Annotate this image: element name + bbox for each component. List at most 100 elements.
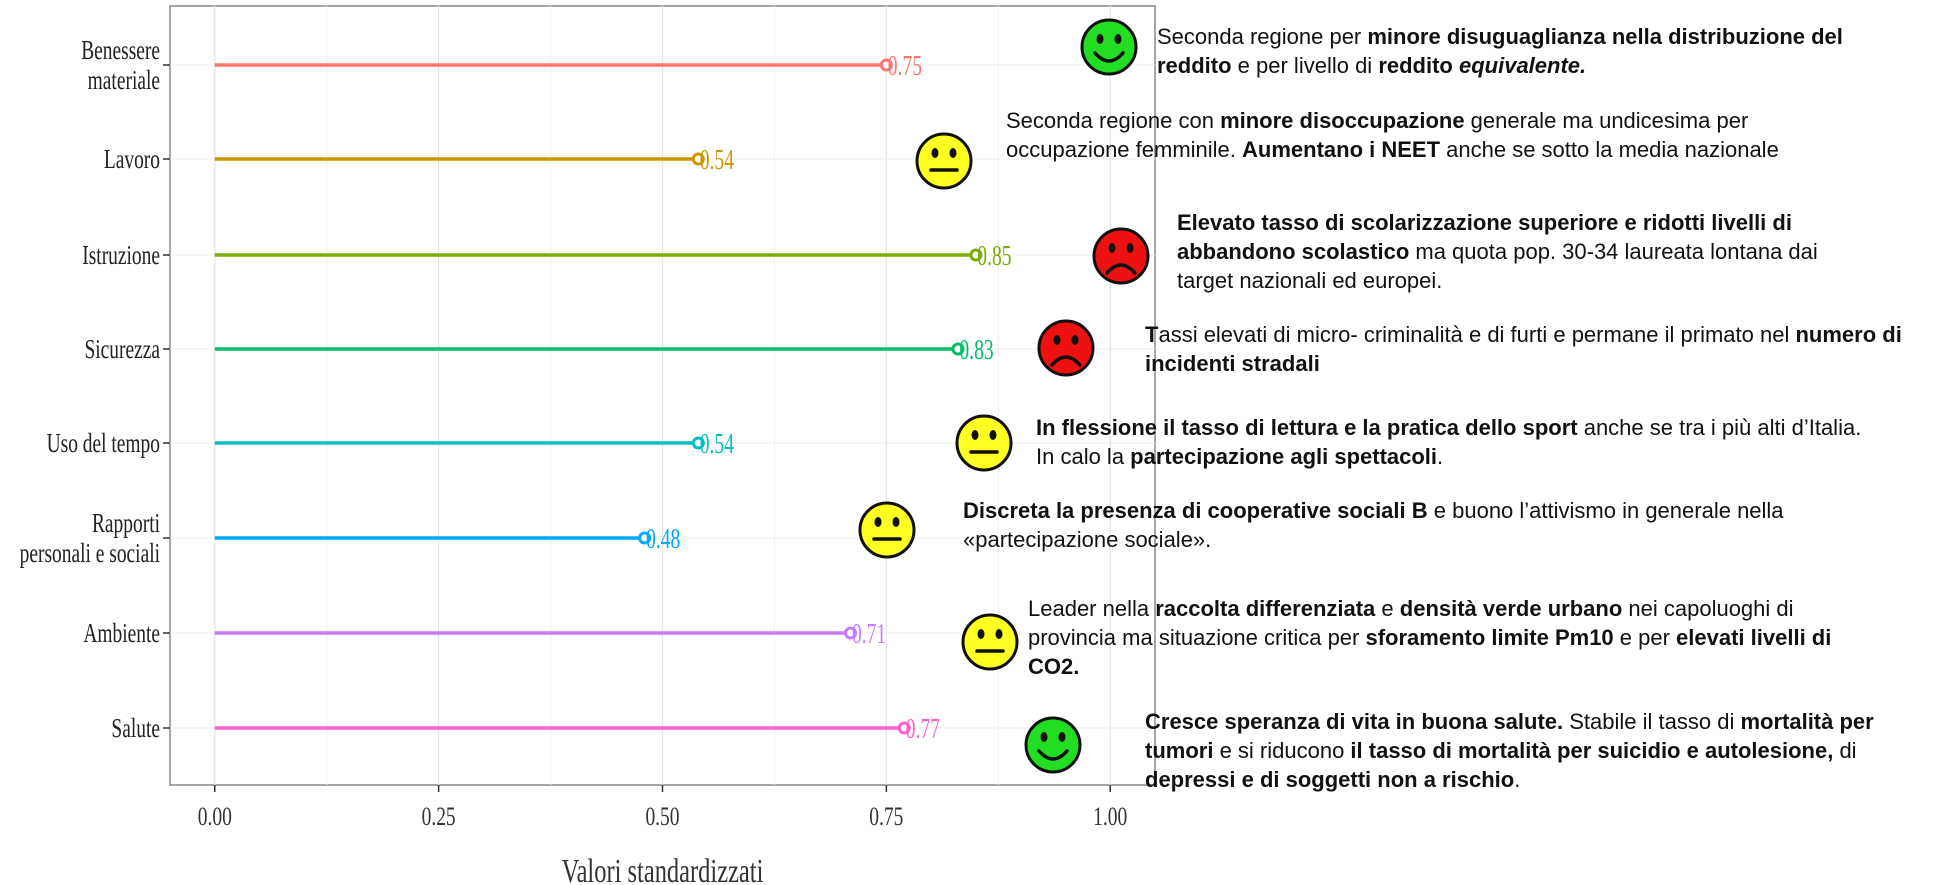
annotation-run: Leader nella: [1028, 596, 1156, 621]
smiley-eye: [989, 430, 997, 440]
x-axis-label: Valori standardizzati: [562, 853, 764, 885]
annotation-run: e: [1375, 596, 1400, 621]
annotation-run: Elevato tasso di scolarizzazione superio…: [1177, 210, 1792, 264]
annotation-run: e per livello di: [1231, 53, 1379, 78]
value-label: 0.71: [852, 619, 886, 650]
value-label: 0.48: [646, 524, 680, 555]
smiley-eye: [1058, 732, 1066, 742]
x-tick-label: 0.75: [869, 802, 903, 830]
annotation-run: raccolta differenziata: [1155, 596, 1376, 621]
value-label: 0.54: [700, 429, 734, 460]
value-label: 0.85: [977, 241, 1011, 272]
annotation: In flessione il tasso di lettura e la pr…: [1036, 413, 1866, 471]
smiley-face: [1092, 227, 1150, 285]
annotation-run: Discreta la presenza di cooperative soci…: [963, 498, 1428, 523]
annotation-run: sforamento limite Pm10: [1365, 625, 1614, 650]
smiley: [961, 613, 1019, 671]
annotation-run: minore disuguaglianza nella distribuzion…: [1157, 24, 1843, 78]
annotation-run: reddito: [1378, 53, 1459, 78]
annotation-run: anche se tra i più alti d’Italia. In cal…: [1036, 415, 1862, 469]
annotation-run: ma quota pop. 30-34 laureata lontana dai…: [1177, 239, 1818, 293]
annotation-run: Seconda regione con: [1006, 108, 1221, 133]
smiley-face: [1024, 716, 1082, 774]
smiley-eye: [931, 148, 939, 158]
smiley: [858, 501, 916, 559]
smiley: [955, 414, 1013, 472]
lollipop-head: [638, 531, 652, 545]
annotation: Elevato tasso di scolarizzazione superio…: [1177, 208, 1827, 295]
smiley-face: [955, 414, 1013, 472]
smiley-face: [1037, 319, 1095, 377]
lollipop-head: [879, 58, 893, 72]
smiley-eye: [971, 430, 979, 440]
smiley-eye: [1096, 34, 1104, 44]
annotation-run: minore disoccupazione: [1220, 108, 1465, 133]
lollipop-head: [844, 626, 858, 640]
smiley-eye: [949, 148, 957, 158]
annotation-run: nei capoluoghi di provincia ma situazion…: [1028, 596, 1794, 650]
smiley-eye: [977, 629, 985, 639]
category-label: Istruzione: [82, 240, 160, 270]
smiley-face: [961, 613, 1019, 671]
annotation-run: Seconda regione per: [1157, 24, 1368, 49]
annotation-run: Stabile il tasso di: [1563, 709, 1741, 734]
category-label: Uso del tempo: [46, 428, 160, 458]
annotation-run: T: [1145, 322, 1159, 347]
annotation: Seconda regione per minore disuguaglianz…: [1157, 22, 1902, 80]
category-label: Lavoro: [103, 144, 160, 174]
lollipop-head: [691, 152, 705, 166]
smiley: [1024, 716, 1082, 774]
smiley-mouth: [1093, 51, 1125, 63]
annotation-run: depressi e di soggetti non a rischio: [1145, 767, 1515, 792]
category-label: Salute: [111, 713, 160, 743]
value-label: 0.54: [700, 145, 734, 176]
smiley-eye: [874, 517, 882, 527]
category-label: Rapporti personali e sociali: [19, 508, 160, 568]
smiley-mouth: [1050, 355, 1082, 367]
smiley: [915, 132, 973, 190]
annotation-run: Cresce speranza di vita in buona salute.: [1145, 709, 1564, 734]
lollipop-head: [691, 436, 705, 450]
annotation-run: e buono l’attivismo in generale nella «p…: [963, 498, 1784, 552]
annotation: Seconda regione con minore disoccupazion…: [1006, 106, 1876, 164]
smiley: [1080, 18, 1138, 76]
smiley-eye: [1040, 732, 1048, 742]
annotation-run: mortalità per tumori: [1145, 709, 1874, 763]
x-tick-label: 0.50: [645, 802, 679, 830]
annotation-run: generale ma undicesima per occupazione f…: [1006, 108, 1749, 162]
smiley: [1037, 319, 1095, 377]
smiley-eye: [1053, 335, 1061, 345]
annotation-run: di: [1833, 738, 1857, 763]
annotation: Cresce speranza di vita in buona salute.…: [1145, 707, 1930, 794]
annotation-run: .: [1437, 444, 1444, 469]
annotation-run: equivalente.: [1458, 53, 1587, 78]
annotation-run: numero di incidenti stradali: [1145, 322, 1902, 376]
annotation-run: il tasso di mortalità per suicidio e aut…: [1350, 738, 1834, 763]
x-tick-label: 0.00: [198, 802, 232, 830]
smiley-eye: [892, 517, 900, 527]
category-label: Ambiente: [83, 618, 160, 648]
annotation-run: In flessione il tasso di lettura e la pr…: [1036, 415, 1578, 440]
annotation-run: densità verde urbano: [1399, 596, 1623, 621]
smiley-eye: [1126, 243, 1134, 253]
smiley-face: [1080, 18, 1138, 76]
smiley-face: [858, 501, 916, 559]
smiley-eye: [1114, 34, 1122, 44]
value-label: 0.75: [888, 51, 922, 82]
smiley-mouth: [1105, 263, 1137, 275]
category-label: Sicurezza: [84, 334, 160, 364]
lollipop-head: [969, 248, 983, 262]
lollipop-head: [897, 721, 911, 735]
lollipop-head: [951, 342, 965, 356]
annotation-run: Aumentano i NEET: [1242, 137, 1441, 162]
smiley-face: [915, 132, 973, 190]
annotation-run: .: [1514, 767, 1521, 792]
smiley-eye: [995, 629, 1003, 639]
smiley-eye: [1071, 335, 1079, 345]
annotation: Discreta la presenza di cooperative soci…: [963, 496, 1903, 554]
annotation-run: elevati livelli di CO2.: [1028, 625, 1832, 679]
annotation: Leader nella raccolta differenziata e de…: [1028, 594, 1833, 681]
annotation-run: anche se sotto la media nazionale: [1440, 137, 1779, 162]
